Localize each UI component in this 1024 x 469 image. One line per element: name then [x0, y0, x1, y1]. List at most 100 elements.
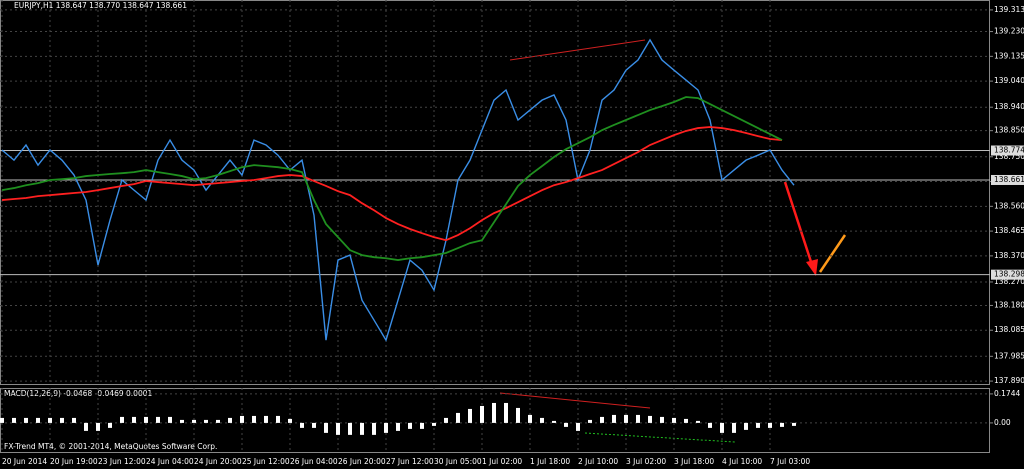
x-tick-label: 30 Jun 05:00: [434, 457, 482, 466]
x-tick-label: 26 Jun 04:00: [290, 457, 338, 466]
histogram-bar: [456, 412, 460, 423]
chart-title: EURJPY,H1 138.647 138.770 138.647 138.66…: [14, 1, 187, 10]
y-tick-label: 138.370: [994, 251, 1024, 260]
histogram-bar: [576, 422, 580, 431]
histogram-bar: [612, 414, 616, 423]
x-tick-label: 4 Jul 10:00: [722, 457, 762, 466]
level-label-box: [991, 145, 1024, 156]
histogram-bar: [168, 416, 172, 423]
histogram-bar: [792, 422, 796, 426]
histogram-bar: [624, 414, 628, 423]
y-tick-label: 138.085: [994, 325, 1024, 334]
histogram-bar: [636, 414, 640, 423]
histogram-bar: [648, 415, 652, 423]
histogram-bar: [12, 417, 16, 423]
histogram-bar: [552, 420, 556, 423]
level-label: 138.298: [994, 270, 1024, 279]
histogram-bar: [120, 416, 124, 423]
histogram-bar: [480, 405, 484, 423]
histogram-bar: [744, 422, 748, 430]
arrow-down: [783, 181, 815, 269]
histogram-bar: [264, 415, 268, 423]
histogram-bar: [708, 422, 712, 428]
x-tick-label: 20 Jun 19:00: [50, 457, 98, 466]
histogram-bar: [756, 422, 760, 428]
histogram-bar: [408, 422, 412, 429]
histogram-bar: [240, 415, 244, 423]
x-tick-label: 25 Jun 12:00: [242, 457, 290, 466]
y-tick-label: 138.180: [994, 300, 1024, 309]
histogram-bar: [432, 422, 436, 426]
x-tick-label: 24 Jun 20:00: [194, 457, 242, 466]
x-tick-label: 23 Jun 12:00: [98, 457, 146, 466]
histogram-bar: [192, 419, 196, 423]
histogram-bar: [24, 417, 28, 423]
x-tick-label: 26 Jun 20:00: [338, 457, 386, 466]
arrow-up: [818, 234, 847, 273]
histogram-bar: [180, 419, 184, 423]
arrow-head: [806, 259, 818, 276]
histogram-bar: [72, 417, 76, 423]
footer: FX-Trend MT4, © 2001-2014, MetaQuotes So…: [4, 442, 217, 451]
macd-trend-line: [499, 392, 651, 409]
histogram-bar: [528, 414, 532, 423]
histogram-bar: [672, 417, 676, 423]
x-tick-label: 1 Jul 02:00: [482, 457, 522, 466]
histogram-bar: [204, 419, 208, 423]
histogram-bar: [0, 417, 4, 423]
histogram-bar: [660, 416, 664, 423]
histogram-bar: [156, 416, 160, 423]
x-tick-label: 24 Jun 04:00: [146, 457, 194, 466]
x-tick-label: 2 Jul 10:00: [578, 457, 618, 466]
histogram-bar: [108, 422, 112, 428]
y-tick-label: 138.850: [994, 126, 1024, 135]
macd-title: MACD(12,26,9) -0.0468 -0.0469 0.0001: [4, 389, 152, 398]
main-panel: [0, 0, 990, 385]
histogram-bar: [588, 419, 592, 423]
histogram-bar: [84, 422, 88, 431]
series-line: [1, 38, 795, 342]
histogram-bar: [96, 422, 100, 431]
histogram-bar: [228, 417, 232, 423]
histogram-bar: [696, 420, 700, 423]
histogram-bar: [468, 408, 472, 423]
x-tick-label: 3 Jul 02:00: [626, 457, 666, 466]
y-tick-label: 0.1744: [994, 389, 1020, 398]
histogram-bar: [324, 422, 328, 433]
series-line: [1, 126, 783, 242]
x-tick-label: 1 Jul 18:00: [530, 457, 570, 466]
x-tick-label: 27 Jun 12:00: [386, 457, 434, 466]
series-line: [1, 96, 783, 261]
histogram-bar: [144, 416, 148, 423]
y-tick-label: 139.040: [994, 76, 1024, 85]
histogram-bar: [600, 416, 604, 423]
histogram-bar: [300, 422, 304, 428]
y-tick-label: 0.00: [994, 418, 1011, 427]
histogram-bar: [132, 416, 136, 423]
histogram-bar: [780, 422, 784, 427]
histogram-bar: [312, 422, 316, 428]
histogram-bar: [348, 422, 352, 435]
histogram-bar: [372, 422, 376, 435]
histogram-bar: [252, 415, 256, 423]
histogram-bar: [720, 422, 724, 433]
y-tick-label: 138.940: [994, 102, 1024, 111]
y-tick-label: 139.313: [994, 5, 1024, 14]
histogram-bar: [684, 418, 688, 423]
histogram-bar: [516, 407, 520, 423]
level-label-box: [991, 174, 1024, 185]
y-tick-label: 139.230: [994, 27, 1024, 36]
histogram-bar: [420, 422, 424, 429]
level-label: 138.661: [994, 175, 1024, 184]
histogram-bar: [540, 417, 544, 423]
histogram-bar: [384, 422, 388, 433]
level-label: 138.774: [994, 146, 1024, 155]
histogram-bar: [48, 417, 52, 423]
level-label-box: [991, 269, 1024, 280]
y-tick-label: 137.890: [994, 376, 1024, 385]
histogram-bar: [504, 402, 508, 423]
y-tick-label: 137.985: [994, 351, 1024, 360]
histogram-bar: [732, 422, 736, 433]
